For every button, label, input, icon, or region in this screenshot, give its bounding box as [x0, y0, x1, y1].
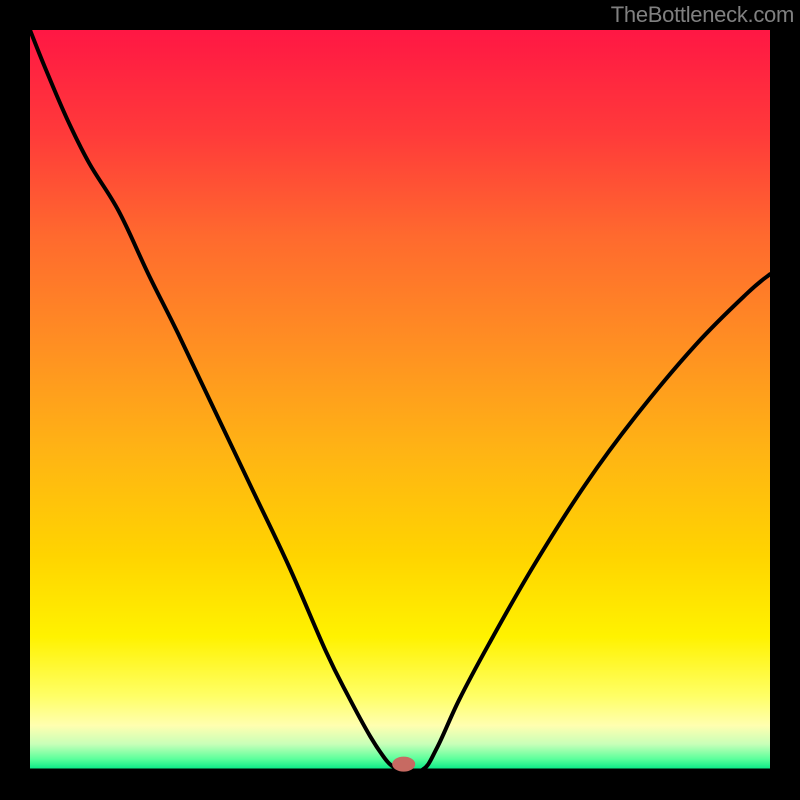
watermark-text: TheBottleneck.com	[611, 2, 794, 28]
optimal-marker	[393, 757, 415, 771]
chart-background	[30, 30, 770, 770]
bottleneck-chart	[0, 0, 800, 800]
